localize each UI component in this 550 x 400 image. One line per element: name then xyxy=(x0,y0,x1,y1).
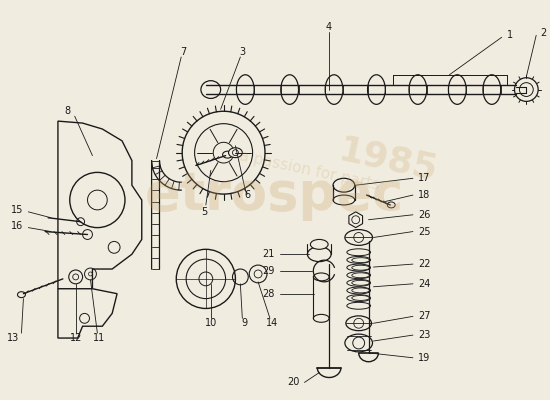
Ellipse shape xyxy=(347,295,371,302)
Ellipse shape xyxy=(347,264,371,271)
Polygon shape xyxy=(349,212,362,228)
Ellipse shape xyxy=(333,195,355,205)
Ellipse shape xyxy=(347,272,371,279)
Text: 26: 26 xyxy=(418,210,430,220)
Ellipse shape xyxy=(347,256,371,263)
Text: 15: 15 xyxy=(11,205,24,215)
Text: 1: 1 xyxy=(507,30,513,40)
Text: 24: 24 xyxy=(418,279,430,289)
Polygon shape xyxy=(58,121,142,289)
Text: 5: 5 xyxy=(201,207,207,217)
Ellipse shape xyxy=(347,302,371,309)
Text: 25: 25 xyxy=(418,226,430,236)
Ellipse shape xyxy=(352,258,370,263)
Text: 3: 3 xyxy=(239,47,245,57)
Ellipse shape xyxy=(352,265,370,270)
Text: 23: 23 xyxy=(418,330,430,340)
Text: 20: 20 xyxy=(287,378,300,388)
Ellipse shape xyxy=(314,273,329,281)
Ellipse shape xyxy=(314,314,329,322)
Text: 1985: 1985 xyxy=(336,134,441,188)
Ellipse shape xyxy=(347,279,371,286)
Text: 2: 2 xyxy=(540,28,546,38)
Ellipse shape xyxy=(352,296,370,300)
Ellipse shape xyxy=(347,249,371,256)
Ellipse shape xyxy=(229,148,243,158)
Text: 4: 4 xyxy=(326,22,332,32)
Text: 11: 11 xyxy=(93,333,106,343)
Ellipse shape xyxy=(333,178,355,192)
Ellipse shape xyxy=(345,230,372,245)
Text: 21: 21 xyxy=(262,249,275,259)
Text: 27: 27 xyxy=(418,311,430,321)
Ellipse shape xyxy=(307,247,331,262)
Text: 10: 10 xyxy=(205,318,217,328)
Text: 17: 17 xyxy=(418,173,430,183)
Text: etrospec: etrospec xyxy=(145,169,404,221)
Ellipse shape xyxy=(345,334,372,352)
Text: 7: 7 xyxy=(180,47,186,57)
Ellipse shape xyxy=(310,240,328,249)
Ellipse shape xyxy=(347,287,371,294)
Text: 22: 22 xyxy=(418,259,430,269)
Text: 18: 18 xyxy=(418,190,430,200)
Text: 28: 28 xyxy=(262,289,275,299)
Text: 14: 14 xyxy=(266,318,278,328)
Text: 8: 8 xyxy=(64,106,71,116)
Text: 16: 16 xyxy=(11,221,24,231)
Text: a passion for parts: a passion for parts xyxy=(238,148,381,193)
Text: 9: 9 xyxy=(241,318,248,328)
Ellipse shape xyxy=(352,273,370,278)
Text: 19: 19 xyxy=(418,353,430,363)
Ellipse shape xyxy=(346,316,371,331)
Text: 6: 6 xyxy=(244,190,250,200)
Text: 29: 29 xyxy=(262,266,275,276)
Ellipse shape xyxy=(223,151,233,158)
Text: 12: 12 xyxy=(69,333,82,343)
Ellipse shape xyxy=(352,280,370,285)
Ellipse shape xyxy=(352,288,370,293)
Text: 13: 13 xyxy=(7,333,19,343)
Polygon shape xyxy=(58,289,117,338)
